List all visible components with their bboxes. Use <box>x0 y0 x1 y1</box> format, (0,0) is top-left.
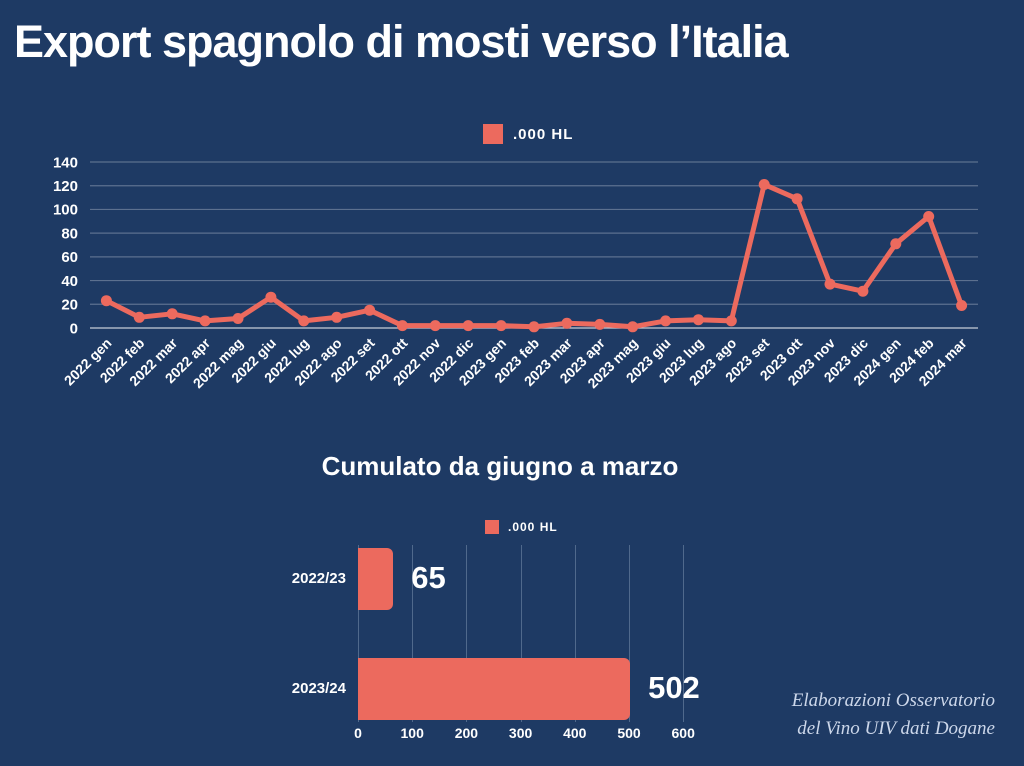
x-gridline <box>520 545 522 722</box>
bar-category-label: 2022/23 <box>291 570 346 587</box>
data-point-2022-feb[interactable] <box>133 311 145 323</box>
bar-2023-24[interactable] <box>358 658 631 720</box>
x-axis-tick-label: 400 <box>563 725 587 741</box>
legend-label: .000 HL <box>513 125 574 143</box>
y-axis-tick-label: 120 <box>53 178 78 195</box>
y-axis-tick-label: 60 <box>61 249 78 266</box>
data-point-2022-mar[interactable] <box>166 308 178 320</box>
data-point-2023-gen[interactable] <box>495 320 507 332</box>
data-point-2024-gen[interactable] <box>890 238 902 250</box>
x-gridline <box>412 545 414 722</box>
legend-label: .000 HL <box>508 520 558 534</box>
y-axis-tick-label: 40 <box>61 273 78 290</box>
y-axis-tick-label: 140 <box>53 154 78 171</box>
data-point-2022-ott[interactable] <box>396 320 408 332</box>
y-axis-tick-label: 100 <box>53 202 78 219</box>
y-axis-tick-label: 20 <box>61 297 78 314</box>
y-axis-tick-label: 0 <box>70 320 78 337</box>
x-axis-tick-label: 0 <box>354 725 362 741</box>
attribution-line-1: Elaborazioni Osservatorio <box>791 690 995 711</box>
cumulative-bar-chart: 0 100 200 300 400 500 600 2022/23 65 2023/24 502 <box>0 545 1024 760</box>
legend-color-swatch <box>485 520 499 534</box>
data-point-2023-mag[interactable] <box>627 321 639 333</box>
bar-chart-title: Cumulato da giugno a marzo <box>321 451 679 481</box>
data-point-2022-nov[interactable] <box>429 320 441 332</box>
attribution-line-2: del Vino UIV dati Dogane <box>797 717 995 739</box>
data-point-2022-lug[interactable] <box>298 315 310 327</box>
x-gridline <box>629 545 630 722</box>
bar-2022-23[interactable] <box>358 548 394 610</box>
data-point-2023-dic[interactable] <box>857 285 869 297</box>
x-axis-tick-label: 300 <box>508 725 533 741</box>
bar-chart-legend[interactable]: .000 HL <box>485 520 558 534</box>
data-point-2022-apr[interactable] <box>199 315 211 327</box>
data-point-2022-ago[interactable] <box>331 311 343 323</box>
bar-value-label: 502 <box>648 670 700 705</box>
data-point-2022-gen[interactable] <box>100 295 112 307</box>
data-point-2023-giu[interactable] <box>660 315 672 327</box>
bar-category-label: 2023/24 <box>291 680 346 697</box>
x-gridline <box>683 545 685 722</box>
data-point-2023-mar[interactable] <box>561 317 573 329</box>
bar-value-label: 65 <box>411 560 446 595</box>
data-point-2022-giu[interactable] <box>265 291 277 303</box>
page-title: Export spagnolo di mosti verso l’Italia <box>14 16 789 67</box>
data-point-2022-mag[interactable] <box>232 313 244 324</box>
data-point-2024-feb[interactable] <box>923 211 935 222</box>
data-point-2022-dic[interactable] <box>462 320 474 332</box>
data-point-2023-lug[interactable] <box>692 314 704 326</box>
x-gridline <box>466 545 468 722</box>
data-point-2022-set[interactable] <box>364 304 376 316</box>
x-axis-tick-label: 600 <box>671 725 695 741</box>
data-point-2023-ott[interactable] <box>791 193 803 205</box>
x-gridline <box>358 545 359 722</box>
data-point-2023-nov[interactable] <box>824 278 836 290</box>
data-point-2024-mar[interactable] <box>956 300 968 311</box>
data-point-2023-ago[interactable] <box>725 315 737 327</box>
data-point-2023-set[interactable] <box>758 179 770 190</box>
x-axis-tick-label: 200 <box>454 725 479 741</box>
line-series <box>103 182 965 330</box>
legend-color-swatch <box>483 124 503 144</box>
y-axis-tick-label: 80 <box>61 225 78 242</box>
data-point-2023-apr[interactable] <box>594 318 606 330</box>
data-point-2023-feb[interactable] <box>528 321 540 333</box>
x-axis-tick-label: 500 <box>617 725 641 741</box>
x-axis-tick-label: 100 <box>400 725 424 741</box>
attribution: Elaborazioni Osservatorio del Vino UIV d… <box>792 687 995 742</box>
x-gridline <box>574 545 576 722</box>
line-chart-legend[interactable]: .000 HL <box>483 124 573 144</box>
